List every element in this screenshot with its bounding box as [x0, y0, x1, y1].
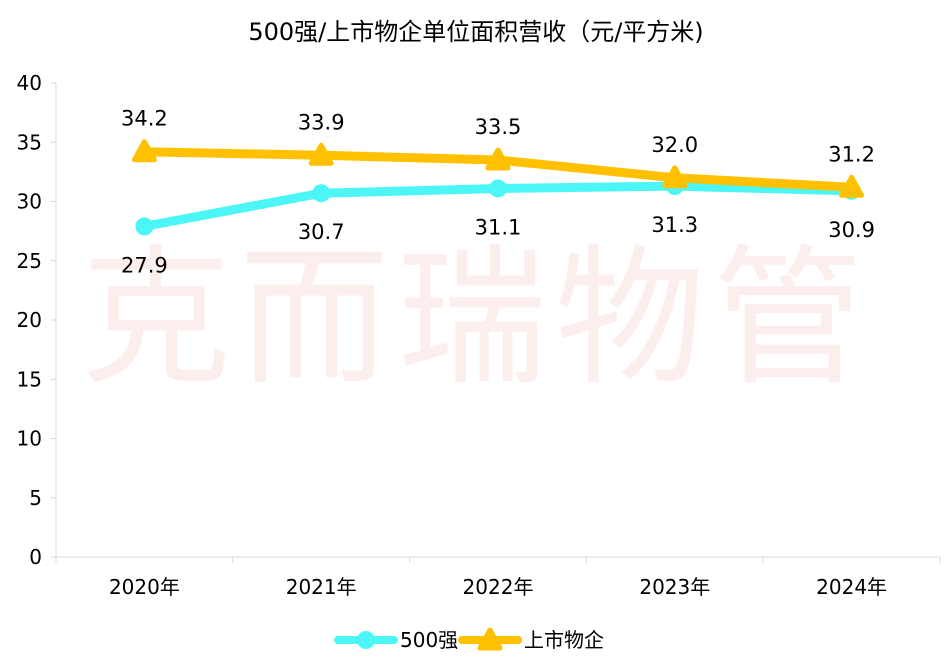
x-tick-label: 2021年: [286, 575, 357, 599]
x-tick-label: 2022年: [463, 575, 534, 599]
data-point-marker: [662, 165, 688, 189]
data-label: 33.5: [475, 115, 522, 139]
x-axis-ticks: 2020年 2021年 2022年 2023年 2024年: [55, 557, 941, 599]
y-axis-ticks: 0 5 10 15 20 25 30 35 40: [17, 71, 56, 569]
legend: 500强 上市物企: [334, 627, 604, 652]
data-point-marker: [839, 174, 865, 198]
chart-title: 500强/上市物企单位面积营收（元/平方米): [248, 18, 703, 46]
x-tick-label: 2024年: [816, 575, 887, 599]
y-tick-label: 0: [29, 545, 42, 569]
data-point-marker: [312, 184, 331, 203]
data-label: 31.1: [475, 215, 522, 239]
data-labels: 27.9 30.7 31.1 31.3 30.9 34.2 33.9 33.5 32.0 31.2: [121, 107, 875, 278]
data-label: 30.9: [828, 218, 875, 242]
legend-label: 500强: [400, 628, 458, 652]
y-tick-label: 25: [17, 249, 42, 273]
data-label: 33.9: [298, 110, 345, 134]
y-tick-label: 10: [17, 427, 42, 451]
data-point-marker: [131, 139, 157, 163]
x-tick-label: 2023年: [639, 575, 710, 599]
y-tick-label: 35: [17, 130, 42, 154]
y-tick-label: 15: [17, 367, 42, 391]
data-label: 31.2: [828, 142, 875, 166]
watermark: 克而瑞物管: [81, 232, 871, 406]
data-label: 30.7: [298, 220, 345, 244]
data-label: 31.3: [651, 213, 698, 237]
data-point-marker: [489, 179, 507, 198]
data-point-marker: [135, 217, 154, 236]
y-tick-label: 5: [29, 486, 42, 510]
data-point-marker: [308, 142, 334, 166]
data-label: 32.0: [651, 133, 698, 157]
series-layer: [131, 139, 865, 236]
legend-label: 上市物企: [524, 628, 604, 652]
y-tick-label: 20: [17, 308, 42, 332]
data-point-marker: [485, 147, 511, 171]
legend-swatch-marker: [477, 627, 503, 651]
y-tick-label: 40: [17, 71, 42, 95]
legend-swatch-marker: [357, 631, 375, 649]
data-label: 34.2: [121, 107, 168, 131]
x-tick-label: 2020年: [109, 575, 180, 599]
data-label: 27.9: [121, 253, 168, 277]
y-tick-label: 30: [17, 190, 42, 214]
